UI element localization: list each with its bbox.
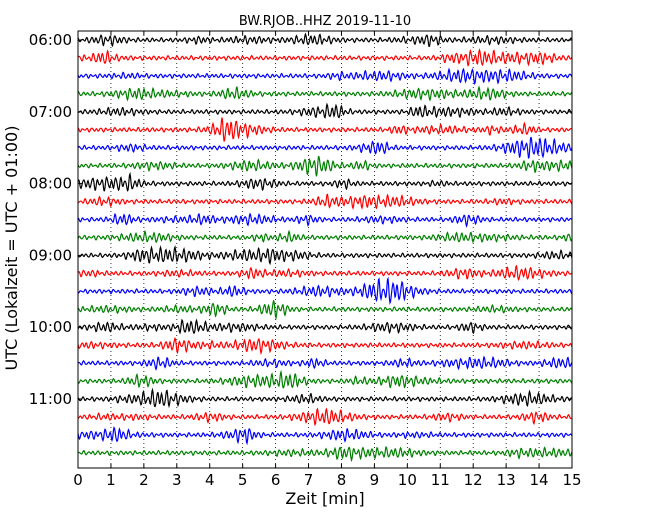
x-tick-label: 15 [562, 471, 581, 489]
x-tick-label: 0 [73, 471, 83, 489]
trace-line [77, 155, 573, 177]
x-tick-label: 14 [530, 471, 549, 489]
trace-line [77, 48, 573, 67]
trace-line [77, 446, 573, 463]
x-tick-label: 8 [337, 471, 347, 489]
x-tick-label: 10 [398, 471, 417, 489]
trace-line [77, 336, 573, 356]
trace-line [77, 85, 573, 102]
x-axis-label: Zeit [min] [285, 489, 364, 508]
trace-line [77, 264, 573, 282]
trace-line [77, 299, 573, 321]
x-tick-label: 13 [497, 471, 516, 489]
trace-line [77, 32, 573, 48]
x-tick-label: 12 [464, 471, 483, 489]
x-tick-label: 7 [304, 471, 314, 489]
x-tick-label: 3 [172, 471, 182, 489]
trace-line [77, 355, 573, 371]
y-tick-label: 11:00 [29, 390, 72, 408]
chart-title: BW.RJOB..HHZ 2019-11-10 [239, 14, 411, 29]
y-tick-label: 08:00 [29, 175, 72, 193]
trace-line [77, 67, 573, 85]
trace-line [78, 193, 573, 210]
trace-line [77, 276, 573, 305]
x-tick-label: 4 [205, 471, 215, 489]
x-tick-label: 9 [370, 471, 380, 489]
trace-line [77, 136, 573, 159]
ticks: 0 1 2 3 4 5 6 7 8 9 10 11 12 13 14 1506:0007:0008:0009:… [29, 31, 582, 489]
y-tick-label: 07:00 [29, 103, 72, 121]
y-tick-label: 06:00 [29, 31, 72, 49]
trace-line [77, 407, 573, 427]
trace-line [77, 212, 573, 228]
trace-line [77, 171, 573, 192]
trace-line [77, 117, 573, 142]
trace-line [77, 369, 573, 389]
traces [77, 32, 573, 463]
trace-line [77, 318, 573, 335]
x-tick-label: 5 [238, 471, 248, 489]
trace-line [77, 229, 573, 244]
trace-line [77, 245, 573, 266]
x-tick-label: 1 [106, 471, 116, 489]
trace-line [77, 102, 573, 119]
trace-line [77, 387, 573, 409]
plot-frame [77, 30, 573, 469]
y-tick-label: 09:00 [29, 246, 72, 264]
x-tick-label: 6 [271, 471, 281, 489]
y-tick-label: 10:00 [29, 318, 72, 336]
y-axis-label: UTC (Lokalzeit = UTC + 01:00) [2, 126, 21, 371]
x-tick-label: 2 [139, 471, 149, 489]
trace-line [77, 426, 573, 446]
x-tick-label: 11 [431, 471, 450, 489]
